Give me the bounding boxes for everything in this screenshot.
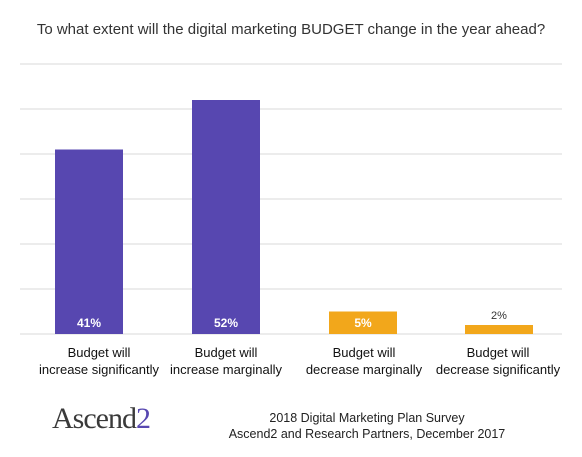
logo-number: 2 bbox=[135, 402, 151, 435]
category-label-line: decrease significantly bbox=[435, 362, 561, 377]
bar-decrease-significantly bbox=[465, 325, 533, 334]
chart-title: To what extent will the digital marketin… bbox=[36, 21, 546, 38]
category-label-line: decrease marginally bbox=[305, 362, 423, 377]
category-label-line: increase significantly bbox=[39, 362, 159, 377]
data-label: 41% bbox=[77, 316, 101, 330]
category-label-increase-significantly: Budget will increase significantly bbox=[24, 344, 174, 378]
category-label-decrease-significantly: Budget will decrease significantly bbox=[423, 344, 573, 378]
category-label-line: increase marginally bbox=[170, 362, 282, 377]
ascend2-logo: Ascend2 bbox=[52, 402, 151, 436]
category-label-line: Budget will bbox=[466, 345, 530, 360]
category-label-line: Budget will bbox=[67, 345, 131, 360]
source-line-1: 2018 Digital Marketing Plan Survey bbox=[269, 411, 465, 425]
bar-chart: 41% 52% 5% 2% bbox=[20, 63, 562, 335]
category-label-decrease-marginally: Budget will decrease marginally bbox=[289, 344, 439, 378]
bar-increase-marginally bbox=[192, 100, 260, 334]
category-label-increase-marginally: Budget will increase marginally bbox=[151, 344, 301, 378]
category-label-line: Budget will bbox=[194, 345, 258, 360]
category-label-line: Budget will bbox=[332, 345, 396, 360]
bar-decrease-marginally bbox=[329, 311, 397, 334]
source-note: 2018 Digital Marketing Plan Survey Ascen… bbox=[222, 410, 512, 442]
source-line-2: Ascend2 and Research Partners, December … bbox=[228, 427, 506, 441]
data-label: 5% bbox=[354, 316, 372, 330]
data-label: 2% bbox=[491, 310, 507, 322]
data-label: 52% bbox=[214, 316, 238, 330]
bar-increase-significantly bbox=[55, 149, 123, 334]
logo-text: Ascend bbox=[52, 402, 137, 435]
